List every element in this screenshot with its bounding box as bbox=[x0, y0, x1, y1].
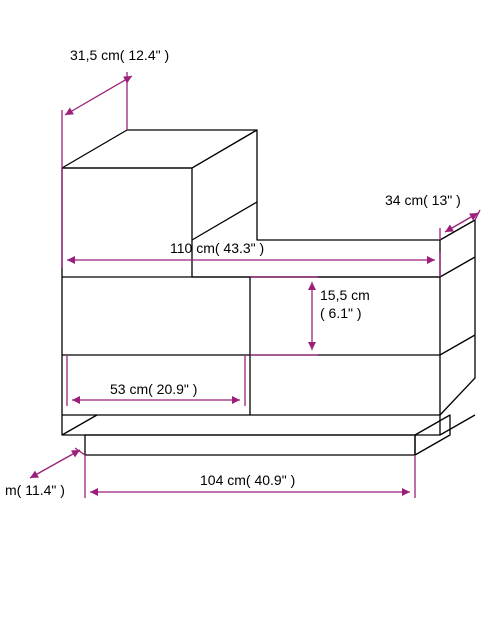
dim-base-w: 104 cm( 40.9" ) bbox=[200, 472, 295, 488]
dim-base-d: m( 11.4" ) bbox=[5, 482, 65, 498]
dim-depth-top: 31,5 cm( 12.4" ) bbox=[70, 47, 169, 63]
dim-shelf-h-2: ( 6.1" ) bbox=[320, 305, 362, 321]
furniture-base bbox=[85, 435, 415, 455]
dim-depth-right: 34 cm( 13" ) bbox=[385, 192, 461, 208]
dim-shelf-w: 53 cm( 20.9" ) bbox=[110, 381, 197, 397]
dim-width-full: 110 cm( 43.3" ) bbox=[170, 240, 264, 256]
furniture-top bbox=[62, 130, 257, 168]
dim-shelf-h-1: 15,5 cm bbox=[320, 287, 370, 303]
